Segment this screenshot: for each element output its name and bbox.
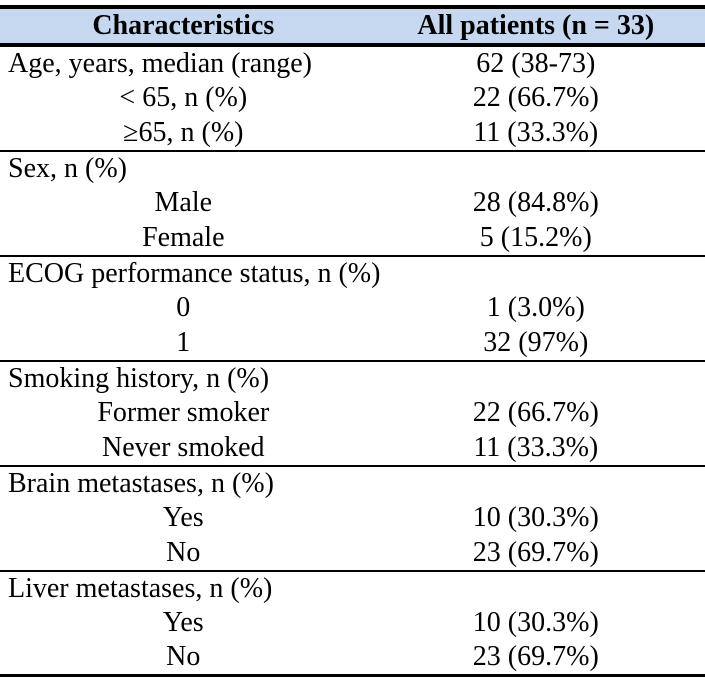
- table-section: Liver metastases, n (%) Yes 10 (30.3%) No 23…: [0, 572, 705, 677]
- table-row: ≥65, n (%) 11 (33.3%): [0, 116, 705, 150]
- row-label: < 65, n (%): [119, 82, 248, 114]
- row-value: 22 (66.7%): [472, 82, 599, 114]
- table-row: 0 1 (3.0%): [0, 291, 705, 325]
- row-value: 23 (69.7%): [472, 641, 599, 672]
- row-label: Age, years, median (range): [8, 48, 312, 80]
- row-label: Yes: [162, 607, 204, 638]
- table-row: Liver metastases, n (%): [0, 572, 705, 606]
- table-body: Age, years, median (range) 62 (38-73) < 65…: [0, 47, 705, 677]
- row-value: 11 (33.3%): [473, 116, 599, 148]
- row-label: Liver metastases, n (%): [8, 573, 273, 604]
- table-row: 1 32 (97%): [0, 326, 705, 360]
- row-label: Former smoker: [97, 397, 270, 429]
- table-row: < 65, n (%) 22 (66.7%): [0, 81, 705, 115]
- row-label: Sex, n (%): [8, 153, 127, 185]
- table-row: Male 28 (84.8%): [0, 186, 705, 220]
- table-row: No 23 (69.7%): [0, 536, 705, 570]
- table-row: Brain metastases, n (%): [0, 467, 705, 501]
- characteristics-table: Characteristics All patients (n = 33) Ag…: [0, 5, 705, 677]
- row-value: 5 (15.2%): [479, 221, 592, 253]
- table-row: Never smoked 11 (33.3%): [0, 431, 705, 465]
- row-label: ≥65, n (%): [123, 116, 244, 148]
- table-row: Smoking history, n (%): [0, 362, 705, 396]
- row-value: 10 (30.3%): [472, 607, 599, 638]
- table-row: Age, years, median (range) 62 (38-73): [0, 47, 705, 81]
- row-label: Never smoked: [102, 431, 265, 463]
- row-value: 23 (69.7%): [472, 536, 599, 568]
- table-row: Yes 10 (30.3%): [0, 501, 705, 535]
- column-header-all-patients: All patients (n = 33): [417, 10, 655, 41]
- row-label: Yes: [162, 502, 204, 534]
- row-label: Brain metastases, n (%): [8, 468, 274, 500]
- table-section: ECOG performance status, n (%) 0 1 (3.0%) 1…: [0, 257, 705, 362]
- row-label: Smoking history, n (%): [8, 363, 270, 395]
- table-header-row: Characteristics All patients (n = 33): [0, 9, 705, 47]
- column-header-characteristics: Characteristics: [92, 10, 275, 41]
- row-value: 22 (66.7%): [472, 397, 599, 429]
- table-section: Smoking history, n (%) Former smoker 22 (6…: [0, 362, 705, 467]
- row-value: 10 (30.3%): [472, 502, 599, 534]
- table-section: Brain metastases, n (%) Yes 10 (30.3%) No 23…: [0, 467, 705, 572]
- table-row: Former smoker 22 (66.7%): [0, 396, 705, 430]
- row-label: No: [166, 536, 201, 568]
- row-label: No: [166, 641, 201, 672]
- row-label: Male: [154, 187, 213, 219]
- row-value: 11 (33.3%): [473, 431, 599, 463]
- table-section: Sex, n (%) Male 28 (84.8%) Female 5 (15.2%): [0, 152, 705, 257]
- table-row: Female 5 (15.2%): [0, 221, 705, 255]
- row-label: 0: [176, 292, 191, 324]
- table-top-rule: [0, 5, 705, 9]
- table-row: Yes 10 (30.3%): [0, 606, 705, 640]
- row-label: Female: [142, 221, 225, 253]
- table-row: Sex, n (%): [0, 152, 705, 186]
- table-row: No 23 (69.7%): [0, 640, 705, 674]
- row-label: 1: [176, 326, 191, 358]
- table-row: ECOG performance status, n (%): [0, 257, 705, 291]
- row-label: ECOG performance status, n (%): [8, 258, 381, 290]
- table-section: Age, years, median (range) 62 (38-73) < 65…: [0, 47, 705, 152]
- row-value: 28 (84.8%): [472, 187, 599, 219]
- row-value: 62 (38-73): [476, 48, 596, 80]
- row-value: 32 (97%): [483, 326, 589, 358]
- row-value: 1 (3.0%): [486, 292, 585, 324]
